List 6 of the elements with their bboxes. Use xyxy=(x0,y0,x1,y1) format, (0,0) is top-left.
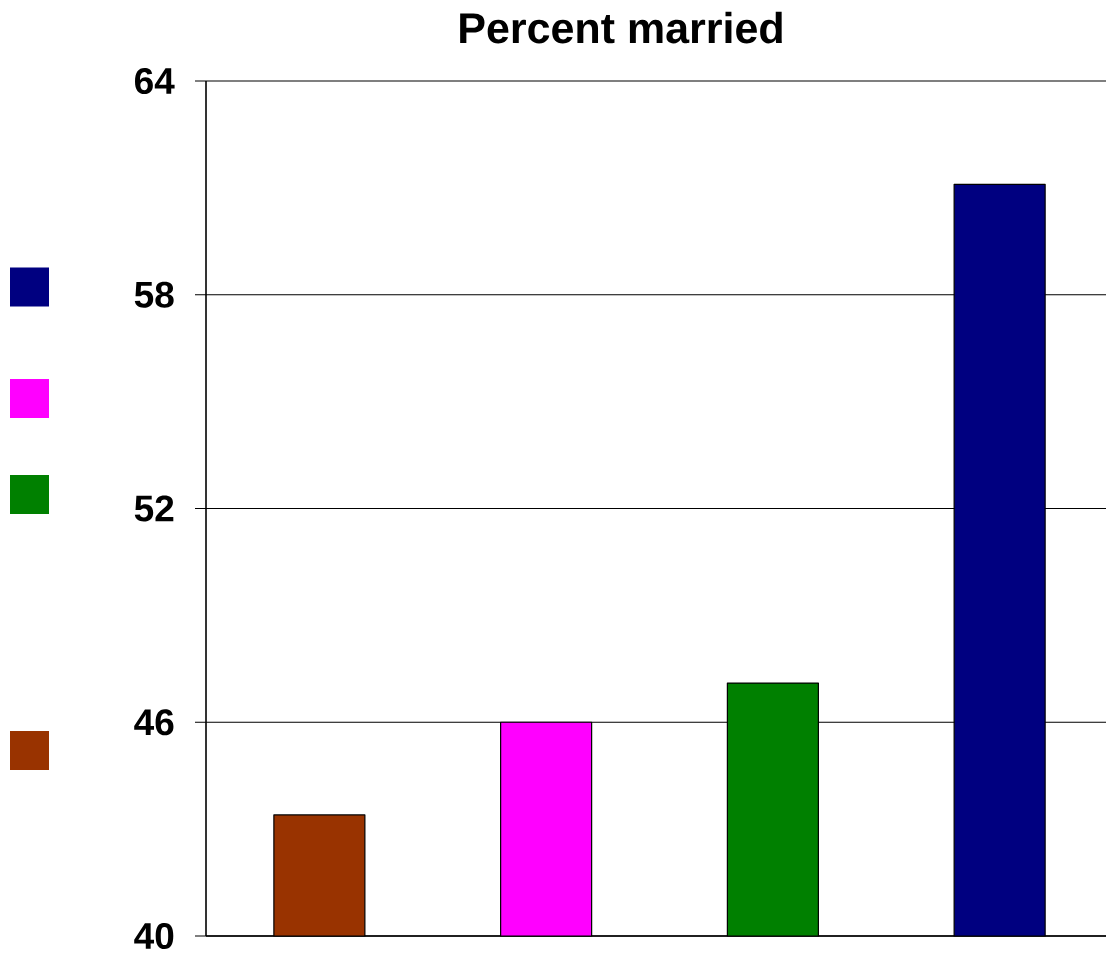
y-tick-label: 64 xyxy=(135,67,175,95)
y-tick-label: 58 xyxy=(134,281,174,308)
chart-title: Percent married xyxy=(460,11,782,44)
y-tick-label: 52 xyxy=(134,495,174,522)
y-tick-label: 46 xyxy=(134,709,174,736)
y-tick-label: 40 xyxy=(134,922,174,950)
